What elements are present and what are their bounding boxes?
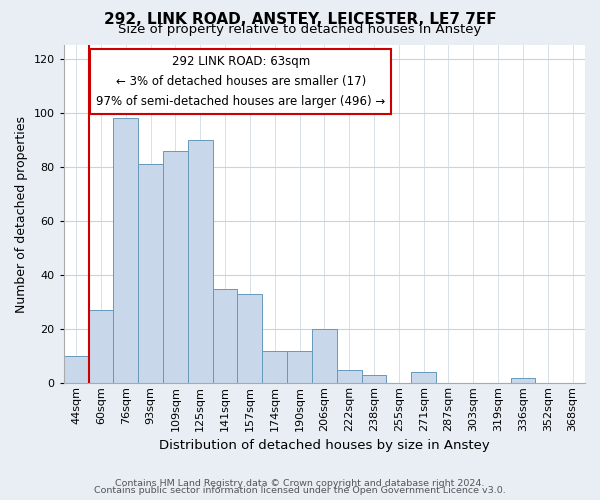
Bar	[262, 351, 287, 384]
Bar	[337, 370, 362, 384]
Text: 292, LINK ROAD, ANSTEY, LEICESTER, LE7 7EF: 292, LINK ROAD, ANSTEY, LEICESTER, LE7 7…	[104, 12, 496, 26]
Text: 292 LINK ROAD: 63sqm
← 3% of detached houses are smaller (17)
97% of semi-detach: 292 LINK ROAD: 63sqm ← 3% of detached ho…	[97, 55, 386, 108]
Bar	[511, 378, 535, 384]
Bar	[362, 375, 386, 384]
X-axis label: Distribution of detached houses by size in Anstey: Distribution of detached houses by size …	[159, 440, 490, 452]
Bar	[64, 356, 89, 384]
Bar	[188, 140, 212, 384]
Y-axis label: Number of detached properties: Number of detached properties	[15, 116, 28, 312]
Bar	[163, 150, 188, 384]
Bar	[287, 351, 312, 384]
Bar	[212, 288, 238, 384]
Bar	[138, 164, 163, 384]
Bar	[238, 294, 262, 384]
Bar	[411, 372, 436, 384]
Bar	[312, 329, 337, 384]
Text: Contains public sector information licensed under the Open Government Licence v3: Contains public sector information licen…	[94, 486, 506, 495]
Bar	[113, 118, 138, 384]
Text: Size of property relative to detached houses in Anstey: Size of property relative to detached ho…	[118, 22, 482, 36]
Bar	[89, 310, 113, 384]
Text: Contains HM Land Registry data © Crown copyright and database right 2024.: Contains HM Land Registry data © Crown c…	[115, 478, 485, 488]
